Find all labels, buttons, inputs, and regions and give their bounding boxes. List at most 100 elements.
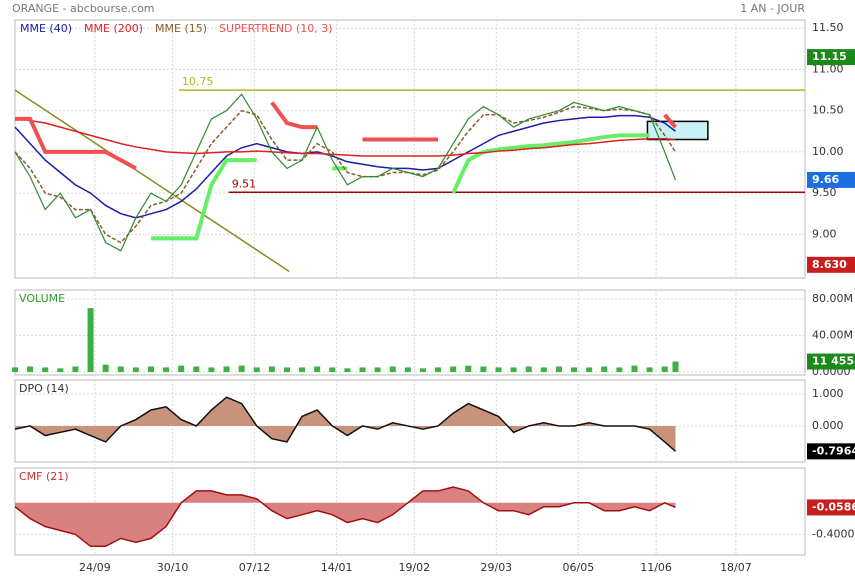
- legend-entry: MME (15): [155, 22, 207, 35]
- area-line: [14, 486, 676, 548]
- legend-entry: SUPERTREND (10, 3): [219, 22, 333, 35]
- bar: [102, 364, 109, 372]
- bar: [435, 367, 442, 372]
- bar: [132, 367, 139, 372]
- series-line: [270, 101, 318, 130]
- trendline: [14, 89, 290, 273]
- y-tick-label: 9.50: [812, 186, 837, 199]
- series-line: [15, 116, 137, 171]
- level-label: 9.51: [232, 177, 257, 190]
- bar: [404, 367, 411, 372]
- value-tag-label: 8.630: [812, 258, 847, 271]
- bar: [193, 366, 200, 372]
- x-tick-label: 24/09: [79, 561, 111, 574]
- x-tick-label: 14/01: [321, 561, 353, 574]
- panel: [14, 289, 806, 376]
- value-tag-label: -0.0586: [812, 500, 855, 513]
- bar: [178, 365, 185, 372]
- bar: [389, 366, 396, 372]
- area-line: [14, 396, 676, 452]
- legend-entry: MME (200): [84, 22, 143, 35]
- bar: [646, 367, 653, 372]
- y-tick-label: 11.00: [812, 62, 844, 75]
- bar: [672, 361, 679, 372]
- bar: [510, 367, 517, 372]
- bar: [359, 367, 366, 372]
- bar: [238, 365, 245, 372]
- bar: [57, 368, 64, 372]
- bar: [299, 367, 306, 372]
- bar: [450, 366, 457, 372]
- bar: [661, 366, 668, 372]
- bar: [344, 368, 351, 372]
- value-tag: [807, 499, 855, 516]
- y-tick-label: 9.00: [812, 227, 837, 240]
- y-tick-label: 11.50: [812, 21, 844, 34]
- bar: [208, 367, 215, 372]
- x-tick-label: 29/03: [480, 561, 512, 574]
- bar: [540, 367, 547, 372]
- page-title: ORANGE - abcbourse.com: [12, 2, 155, 15]
- y-tick-label: 1.000: [812, 387, 844, 400]
- bar: [223, 366, 230, 372]
- series-line: [14, 105, 677, 244]
- x-tick-label: 18/07: [720, 561, 752, 574]
- period: 1 AN - JOUR: [740, 2, 805, 15]
- area: [15, 397, 676, 452]
- bar: [283, 367, 290, 372]
- value-tag-label: -0.7964: [812, 444, 855, 457]
- series-line: [14, 114, 676, 219]
- value-tag: [807, 49, 855, 66]
- bar: [163, 367, 170, 372]
- x-tick-label: 06/05: [563, 561, 595, 574]
- bar: [27, 366, 34, 372]
- bar: [555, 366, 562, 372]
- value-tag-label: 11 455K: [812, 355, 855, 368]
- level-label: 10.75: [182, 75, 214, 88]
- panel-title: CMF (21): [19, 470, 69, 483]
- x-tick-label: 30/10: [157, 561, 189, 574]
- bar: [586, 367, 593, 372]
- bar: [525, 366, 532, 372]
- bar: [374, 367, 381, 372]
- value-tag: [807, 443, 855, 460]
- bar: [72, 366, 79, 372]
- value-tag-label: 11.15: [812, 50, 847, 63]
- legend-entry: MME (40): [20, 22, 72, 35]
- price-line: [14, 93, 677, 252]
- y-tick-label: 80.00M: [812, 292, 853, 305]
- x-tick-label: 07/12: [239, 561, 271, 574]
- bar: [42, 367, 49, 372]
- value-tag: [807, 353, 855, 370]
- bar: [495, 367, 502, 372]
- bar: [616, 367, 623, 372]
- y-tick-label: 10.50: [812, 104, 844, 117]
- panel-title: DPO (14): [19, 382, 69, 395]
- value-tag-label: 9.66: [812, 173, 839, 186]
- bar: [571, 367, 578, 372]
- bar: [631, 365, 638, 372]
- supertrend-up: [150, 158, 257, 241]
- series-line: [14, 118, 676, 157]
- area: [15, 486, 676, 547]
- panel-title: VOLUME: [19, 292, 65, 305]
- value-tag: [807, 256, 855, 273]
- zone: [646, 120, 709, 141]
- bar: [329, 367, 336, 372]
- bar: [601, 366, 608, 372]
- x-tick-label: 11/06: [640, 561, 672, 574]
- x-tick-label: 19/02: [398, 561, 430, 574]
- supertrend-up: [451, 133, 650, 194]
- y-tick-label: 40.00M: [812, 329, 853, 342]
- bar: [117, 366, 124, 372]
- bar: [419, 368, 426, 372]
- bar: [147, 366, 154, 372]
- bar: [268, 366, 275, 372]
- bar: [314, 366, 321, 372]
- bar: [87, 308, 94, 372]
- series-line: [663, 113, 677, 129]
- y-tick-label: 0.000: [812, 419, 844, 432]
- y-tick-label: -0.4000: [812, 527, 854, 540]
